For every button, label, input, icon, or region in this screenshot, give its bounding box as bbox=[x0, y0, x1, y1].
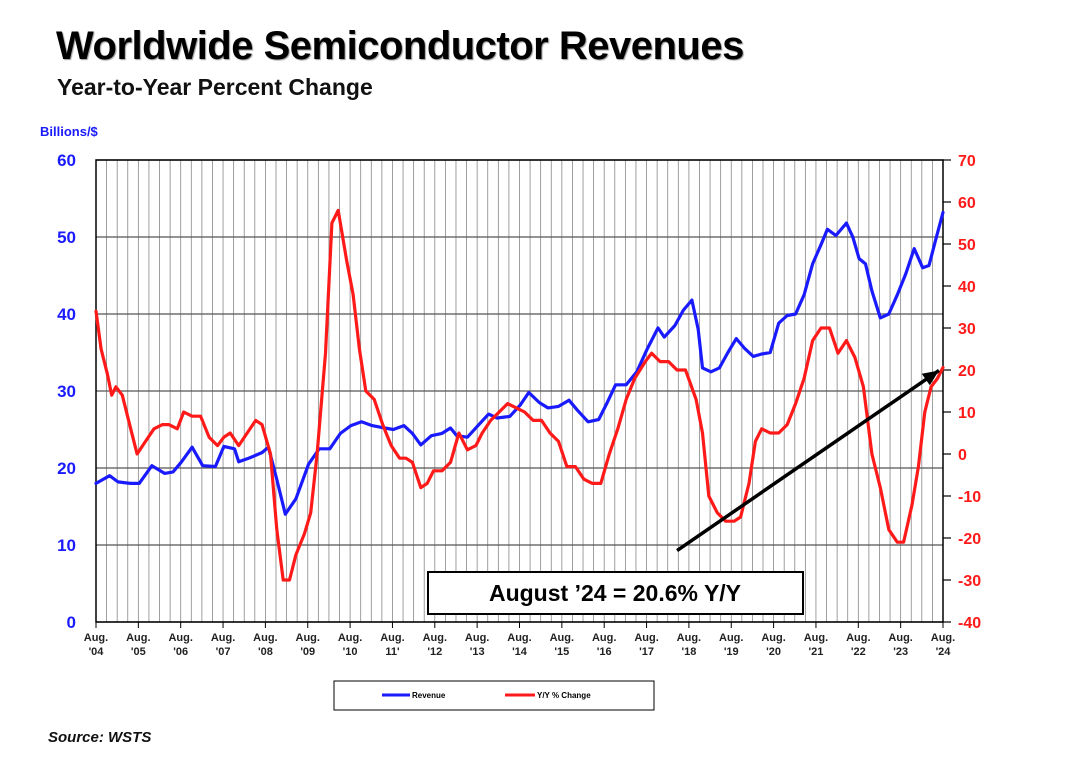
x-tick-label-month: Aug. bbox=[846, 632, 870, 644]
x-tick-label-month: Aug. bbox=[296, 632, 320, 644]
x-tick-label-month: Aug. bbox=[931, 632, 955, 644]
x-tick-label-year: '24 bbox=[936, 646, 952, 658]
right-tick-label: 20 bbox=[958, 363, 976, 380]
x-tick-label-month: Aug. bbox=[126, 632, 150, 644]
right-tick-label: -20 bbox=[958, 531, 981, 548]
x-tick-label-month: Aug. bbox=[253, 632, 277, 644]
x-tick-label-month: Aug. bbox=[719, 632, 743, 644]
x-tick-label-month: Aug. bbox=[677, 632, 701, 644]
right-tick-label: -30 bbox=[958, 573, 981, 590]
right-tick-label: 70 bbox=[958, 153, 976, 170]
left-tick-label: 50 bbox=[57, 228, 76, 247]
revenue-line bbox=[94, 210, 945, 516]
series-group bbox=[94, 208, 945, 582]
left-axis-label: Billions/$ bbox=[40, 124, 98, 139]
x-tick-label-month: Aug. bbox=[84, 632, 108, 644]
right-tick-label: 50 bbox=[958, 237, 976, 254]
left-tick-label: 30 bbox=[57, 382, 76, 401]
left-tick-label: 10 bbox=[57, 536, 76, 555]
x-tick-label-month: Aug. bbox=[423, 632, 447, 644]
x-tick-label-month: Aug. bbox=[380, 632, 404, 644]
right-tick-label: 10 bbox=[958, 405, 976, 422]
legend-label-yoy: Y/Y % Change bbox=[537, 691, 591, 700]
legend-label-revenue: Revenue bbox=[412, 691, 446, 700]
x-tick-label-month: Aug. bbox=[804, 632, 828, 644]
x-tick-label-year: '09 bbox=[300, 646, 315, 658]
left-tick-label: 20 bbox=[57, 459, 76, 478]
x-tick-label-year: '16 bbox=[597, 646, 612, 658]
left-tick-label: 60 bbox=[57, 151, 76, 170]
x-tick-label-month: Aug. bbox=[465, 632, 489, 644]
x-tick-label-year: '08 bbox=[258, 646, 273, 658]
x-tick-label-year: '19 bbox=[724, 646, 739, 658]
legend: Revenue Y/Y % Change bbox=[333, 680, 655, 711]
left-tick-label: 40 bbox=[57, 305, 76, 324]
x-tick-label-month: Aug. bbox=[592, 632, 616, 644]
right-tick-label: -10 bbox=[958, 489, 981, 506]
x-tick-label-year: '17 bbox=[639, 646, 654, 658]
annotation-arrow-head bbox=[921, 370, 939, 386]
x-tick-label-month: Aug. bbox=[761, 632, 785, 644]
x-tick-label-year: '10 bbox=[343, 646, 358, 658]
x-tick-label-month: Aug. bbox=[168, 632, 192, 644]
x-tick-label-month: Aug. bbox=[550, 632, 574, 644]
x-tick-label-month: Aug. bbox=[338, 632, 362, 644]
annotation-arrow-line bbox=[676, 369, 940, 553]
annotation-box bbox=[427, 571, 804, 615]
right-tick-label: 30 bbox=[958, 321, 976, 338]
x-tick-label-year: '18 bbox=[681, 646, 696, 658]
x-tick-label-year: '20 bbox=[766, 646, 781, 658]
chart-title: Worldwide Semiconductor Revenues bbox=[56, 24, 744, 68]
x-tick-label-month: Aug. bbox=[888, 632, 912, 644]
x-tick-label-year: '22 bbox=[851, 646, 866, 658]
right-tick-label: 0 bbox=[958, 447, 967, 464]
annotation-text: August ’24 = 20.6% Y/Y bbox=[489, 580, 741, 606]
x-tick-label-month: Aug. bbox=[211, 632, 235, 644]
grid bbox=[95, 159, 944, 623]
right-tick-label: 60 bbox=[958, 195, 976, 212]
x-tick-label-year: '13 bbox=[470, 646, 485, 658]
x-tick-label-year: '14 bbox=[512, 646, 528, 658]
right-tick-label: -40 bbox=[958, 615, 981, 632]
yoy-change-line bbox=[94, 208, 945, 582]
left-tick-label: 0 bbox=[67, 613, 76, 632]
x-tick-label-year: '15 bbox=[554, 646, 569, 658]
x-tick-label-month: Aug. bbox=[634, 632, 658, 644]
x-tick-label-year: '07 bbox=[216, 646, 231, 658]
x-tick-label-year: 11' bbox=[385, 646, 400, 658]
source-note: Source: WSTS bbox=[48, 729, 152, 746]
x-tick-label-year: '05 bbox=[131, 646, 146, 658]
x-tick-label-year: '04 bbox=[89, 646, 105, 658]
right-tick-label: 40 bbox=[958, 279, 976, 296]
x-tick-label-year: '23 bbox=[893, 646, 908, 658]
x-axis: Aug. '04 Aug. '05 Aug. '06 Aug. '07 Aug. '08 Aug. '… bbox=[84, 622, 955, 658]
x-tick-label-year: '06 bbox=[173, 646, 188, 658]
right-axis: -40 -30 -20 -10 0 10 20 30 40 50 60 70 bbox=[943, 153, 981, 632]
left-axis: 0 10 20 30 40 50 60 bbox=[57, 151, 76, 632]
x-tick-label-year: '21 bbox=[809, 646, 824, 658]
x-tick-label-year: '12 bbox=[427, 646, 442, 658]
chart-subtitle: Year-to-Year Percent Change bbox=[57, 74, 373, 100]
x-tick-label-month: Aug. bbox=[507, 632, 531, 644]
annotation: August ’24 = 20.6% Y/Y bbox=[427, 369, 940, 615]
